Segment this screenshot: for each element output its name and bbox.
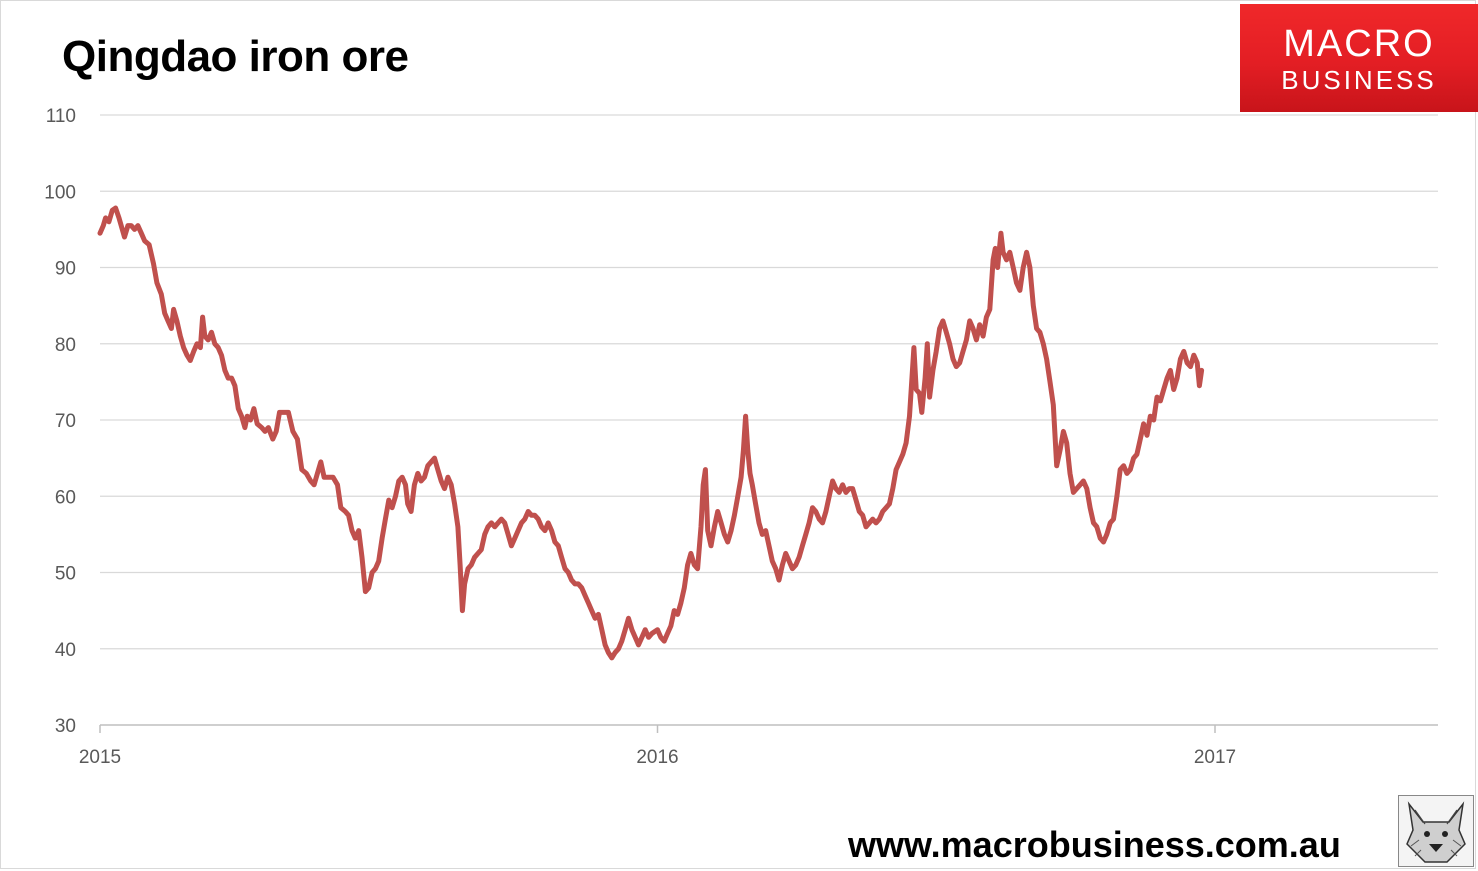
series-line-0	[97, 205, 1205, 661]
y-tick-label-60: 60	[55, 487, 76, 508]
y-tick-label-30: 30	[55, 716, 76, 737]
y-tick-label-110: 110	[46, 106, 76, 127]
y-tick-label-50: 50	[55, 564, 76, 585]
y-tick-label-40: 40	[55, 640, 76, 661]
footer-url: www.macrobusiness.com.au	[848, 824, 1341, 865]
wolf-head-icon	[1398, 795, 1474, 867]
logo-line-1: MACRO	[1283, 23, 1435, 65]
y-tick-label-80: 80	[55, 335, 76, 356]
x-tick-label-2015: 2015	[79, 747, 121, 768]
chart-title: Qingdao iron ore	[62, 32, 409, 81]
macro-business-logo: MACRO BUSINESS	[1240, 4, 1478, 112]
y-tick-label-70: 70	[55, 411, 76, 432]
y-tick-label-100: 100	[44, 182, 76, 203]
y-tick-label-90: 90	[55, 259, 76, 280]
x-tick-label-2016: 2016	[636, 747, 678, 768]
x-tick-label-2017: 2017	[1194, 747, 1236, 768]
logo-line-2: BUSINESS	[1281, 65, 1437, 95]
